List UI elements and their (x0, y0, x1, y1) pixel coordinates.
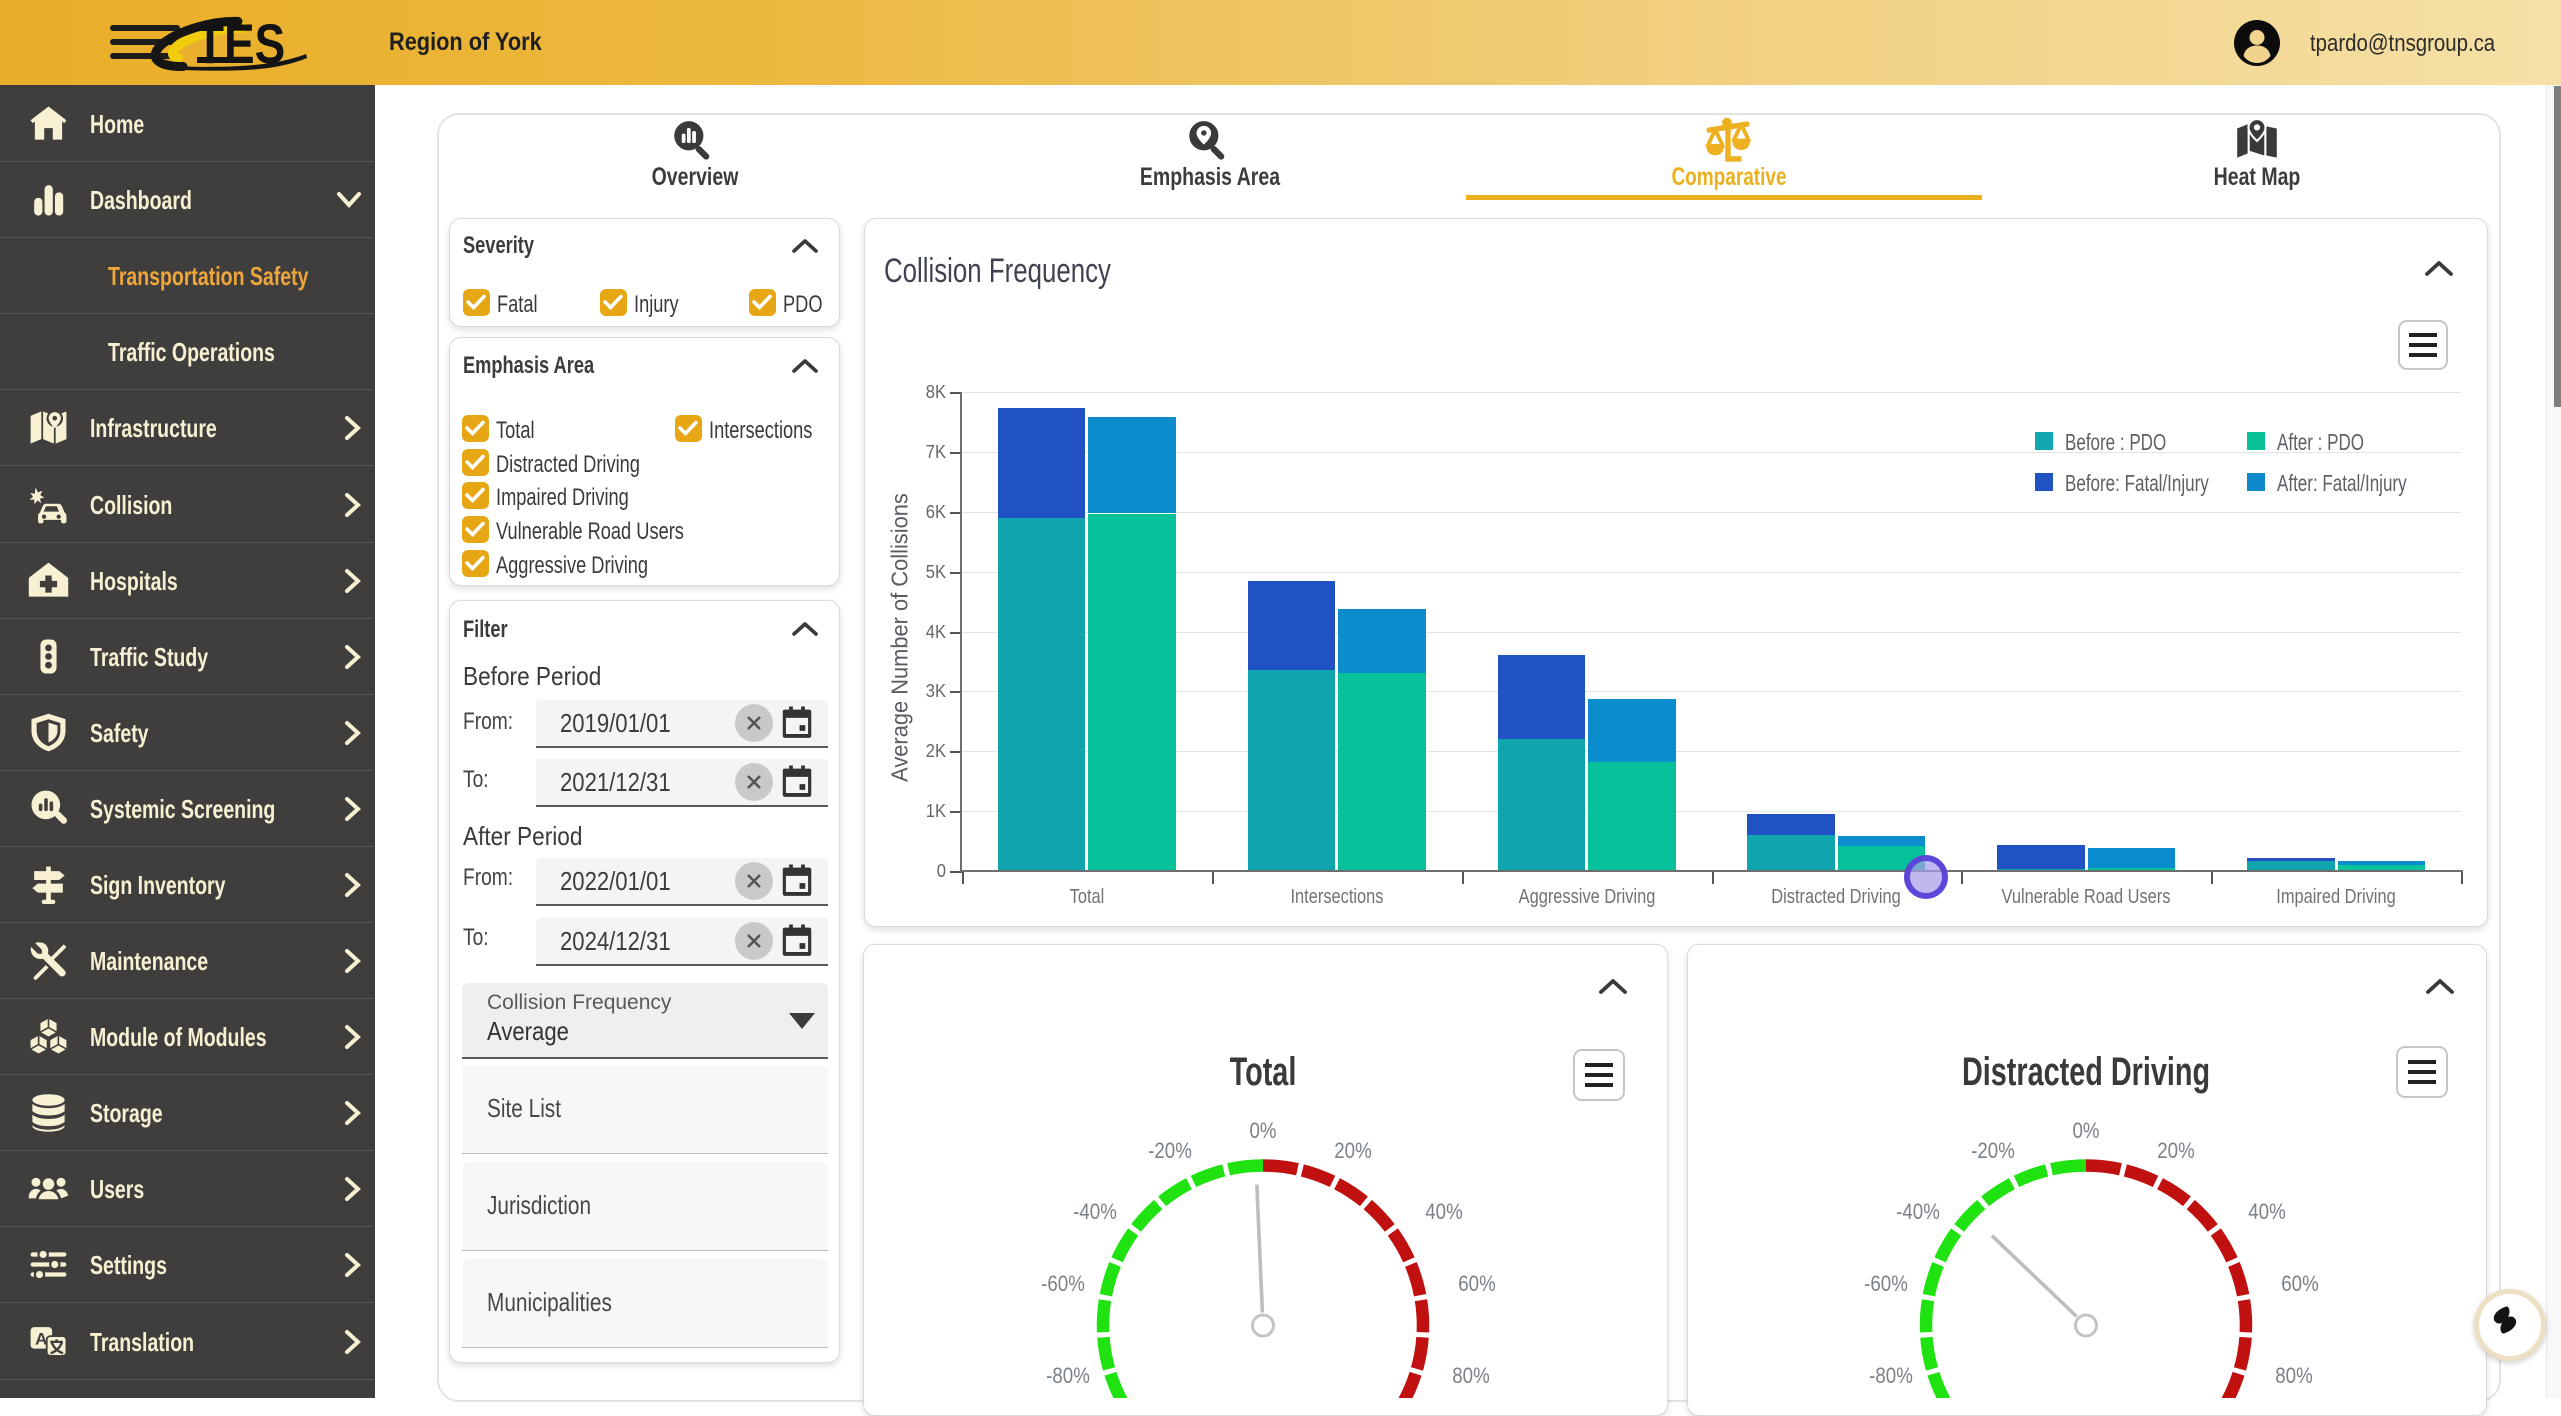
svg-text:A: A (35, 1329, 47, 1348)
